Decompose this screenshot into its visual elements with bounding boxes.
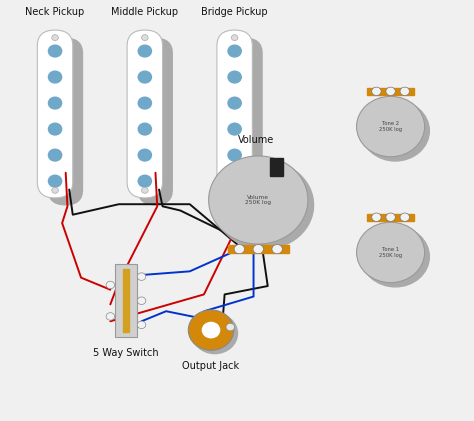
Circle shape <box>48 71 62 83</box>
Text: Volume: Volume <box>238 136 274 146</box>
Text: Tone 2
250K log: Tone 2 250K log <box>379 121 402 132</box>
Circle shape <box>142 187 148 193</box>
Circle shape <box>48 97 62 109</box>
Circle shape <box>372 213 381 221</box>
Circle shape <box>386 87 395 96</box>
Text: Volume
250K log: Volume 250K log <box>245 195 271 205</box>
Circle shape <box>228 175 241 187</box>
Circle shape <box>202 322 219 338</box>
Circle shape <box>372 87 381 96</box>
Bar <box>270 158 283 176</box>
Circle shape <box>386 213 395 221</box>
FancyBboxPatch shape <box>217 30 252 198</box>
Circle shape <box>400 87 410 96</box>
Circle shape <box>52 187 58 193</box>
FancyBboxPatch shape <box>127 30 163 198</box>
Text: Middle Pickup: Middle Pickup <box>111 8 178 18</box>
Circle shape <box>214 161 314 249</box>
Circle shape <box>228 97 241 109</box>
FancyBboxPatch shape <box>137 37 173 205</box>
Bar <box>367 214 414 221</box>
Text: Output Jack: Output Jack <box>182 361 239 371</box>
Circle shape <box>272 245 283 254</box>
Circle shape <box>231 187 238 193</box>
Circle shape <box>138 175 152 187</box>
Circle shape <box>138 97 152 109</box>
Circle shape <box>228 123 241 135</box>
Circle shape <box>138 149 152 161</box>
FancyBboxPatch shape <box>37 30 73 198</box>
Circle shape <box>138 71 152 83</box>
Circle shape <box>356 222 425 282</box>
Circle shape <box>106 313 115 320</box>
FancyBboxPatch shape <box>48 37 83 205</box>
Bar <box>123 269 129 333</box>
Circle shape <box>228 149 241 161</box>
Circle shape <box>188 310 234 350</box>
Text: 5 Way Switch: 5 Way Switch <box>93 348 159 358</box>
Text: Bridge Pickup: Bridge Pickup <box>201 8 268 18</box>
Circle shape <box>52 35 58 40</box>
Circle shape <box>234 245 245 254</box>
Circle shape <box>361 226 429 287</box>
Circle shape <box>361 101 429 161</box>
Circle shape <box>192 313 237 354</box>
Circle shape <box>48 45 62 57</box>
Circle shape <box>137 321 146 329</box>
Bar <box>115 264 137 338</box>
Circle shape <box>142 35 148 40</box>
Circle shape <box>209 156 308 244</box>
Circle shape <box>138 123 152 135</box>
Circle shape <box>138 45 152 57</box>
Circle shape <box>231 35 238 40</box>
Circle shape <box>137 297 146 304</box>
Text: Tone 1
250K log: Tone 1 250K log <box>379 247 402 258</box>
Circle shape <box>356 96 425 157</box>
Circle shape <box>228 71 241 83</box>
Circle shape <box>48 175 62 187</box>
Circle shape <box>106 281 115 289</box>
Circle shape <box>226 323 235 331</box>
Circle shape <box>228 45 241 57</box>
Circle shape <box>137 273 146 280</box>
FancyBboxPatch shape <box>228 37 263 205</box>
Circle shape <box>48 149 62 161</box>
Circle shape <box>400 213 410 221</box>
Circle shape <box>48 123 62 135</box>
Bar <box>367 88 414 95</box>
Bar <box>228 245 289 253</box>
Circle shape <box>253 245 264 254</box>
Text: Neck Pickup: Neck Pickup <box>26 8 85 18</box>
